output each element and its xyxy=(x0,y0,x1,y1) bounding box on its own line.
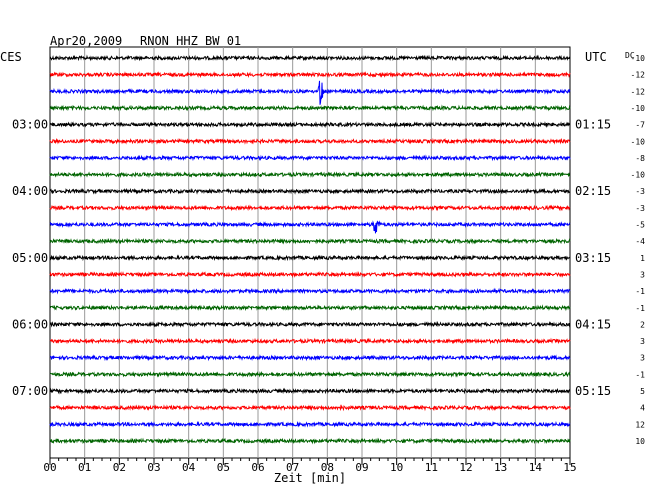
dc-offset-label: 4 xyxy=(640,404,645,413)
dc-header-label: DC xyxy=(625,51,635,60)
station-label: RNON HHZ BW 01 xyxy=(140,34,241,48)
dc-offset-label: -1 xyxy=(635,287,645,296)
x-tick-label-12: 12 xyxy=(459,461,472,474)
left-time-labels: 03:00 04:00 05:00 06:00 07:00 xyxy=(12,118,48,398)
x-tick-label-04: 04 xyxy=(182,461,196,474)
dc-offset-label: -10 xyxy=(631,104,646,113)
trace-13 xyxy=(49,270,571,279)
trace-12 xyxy=(49,254,571,262)
trace-3 xyxy=(49,104,571,112)
right-time-label: 02:15 xyxy=(575,184,611,198)
trace-9 xyxy=(49,204,571,212)
dc-offset-label: -8 xyxy=(635,154,645,163)
left-time-label: 06:00 xyxy=(12,317,48,331)
dc-offset-label: -1 xyxy=(635,370,645,379)
trace-16 xyxy=(49,320,571,328)
trace-23 xyxy=(49,437,571,445)
dc-offset-label: 10 xyxy=(635,437,645,446)
x-axis-ticks: 00 01 02 03 04 05 06 07 08 09 10 11 12 13 14 15 xyxy=(43,458,577,474)
dc-offset-label: 12 xyxy=(635,420,645,429)
trace-18 xyxy=(49,354,571,362)
left-time-label: 03:00 xyxy=(12,118,48,132)
trace-20 xyxy=(49,387,571,395)
trace-6 xyxy=(49,154,571,162)
dc-offset-label: -12 xyxy=(631,87,646,96)
trace-21 xyxy=(49,404,571,412)
trace-14 xyxy=(49,287,571,295)
x-tick-label-03: 03 xyxy=(147,461,160,474)
x-tick-label-14: 14 xyxy=(529,461,543,474)
trace-0 xyxy=(49,54,571,62)
dc-offset-label: -5 xyxy=(635,221,645,230)
x-tick-label-06: 06 xyxy=(251,461,264,474)
dc-offset-label: -3 xyxy=(635,204,645,213)
trace-11 xyxy=(49,237,571,245)
trace-10 xyxy=(49,220,571,234)
right-timezone-label: UTC xyxy=(585,50,607,64)
x-tick-label-08: 08 xyxy=(321,461,334,474)
dc-offset-label: 5 xyxy=(640,387,645,396)
dc-offset-label: -1 xyxy=(635,304,645,313)
dc-offset-label: 3 xyxy=(640,337,645,346)
x-tick-label-02: 02 xyxy=(113,461,126,474)
trace-22 xyxy=(49,420,571,428)
dc-offset-label: -10 xyxy=(631,137,646,146)
dc-offset-label: -4 xyxy=(635,237,645,246)
trace-8 xyxy=(49,187,571,195)
trace-5 xyxy=(49,137,571,145)
dc-offset-label: 1 xyxy=(640,254,645,263)
x-tick-label-07: 07 xyxy=(286,461,299,474)
x-tick-label-15: 15 xyxy=(563,461,576,474)
right-time-label: 05:15 xyxy=(575,384,611,398)
trace-7 xyxy=(49,171,571,179)
left-time-label: 04:00 xyxy=(12,184,48,198)
left-timezone-label: CES xyxy=(0,50,22,64)
trace-19 xyxy=(49,370,571,378)
x-tick-label-13: 13 xyxy=(494,461,507,474)
trace-4 xyxy=(49,121,571,129)
x-tick-label-00: 00 xyxy=(43,461,56,474)
date-label: Apr20,2009 xyxy=(50,34,122,48)
right-time-label: 03:15 xyxy=(575,251,611,265)
dc-offset-label: 3 xyxy=(640,354,645,363)
dc-offset-label: 3 xyxy=(640,270,645,279)
x-tick-label-05: 05 xyxy=(217,461,230,474)
trace-1 xyxy=(49,71,571,79)
x-tick-label-01: 01 xyxy=(78,461,91,474)
dc-offset-label: -3 xyxy=(635,187,645,196)
dc-offset-label: -12 xyxy=(631,71,646,80)
left-time-label: 05:00 xyxy=(12,251,48,265)
trace-17 xyxy=(49,337,571,345)
seismic-traces xyxy=(49,54,571,445)
x-tick-label-09: 09 xyxy=(355,461,368,474)
x-tick-label-11: 11 xyxy=(425,461,438,474)
trace-2 xyxy=(49,80,571,105)
left-time-label: 07:00 xyxy=(12,384,48,398)
dc-offset-label: -10 xyxy=(631,54,646,63)
right-time-label: 01:15 xyxy=(575,118,611,132)
x-axis-label: Zeit [min] xyxy=(274,471,346,485)
x-tick-label-10: 10 xyxy=(390,461,403,474)
right-time-labels: 01:15 02:15 03:15 04:15 05:15 xyxy=(575,118,611,398)
dc-offset-label: -10 xyxy=(631,171,646,180)
dc-offset-labels: -10-12-12-10-7-10-8-10-3-3-5-413-1-1233-… xyxy=(631,54,646,446)
dc-offset-label: 2 xyxy=(640,320,645,329)
right-time-label: 04:15 xyxy=(575,317,611,331)
dc-offset-label: -7 xyxy=(635,121,645,130)
trace-15 xyxy=(49,304,571,312)
